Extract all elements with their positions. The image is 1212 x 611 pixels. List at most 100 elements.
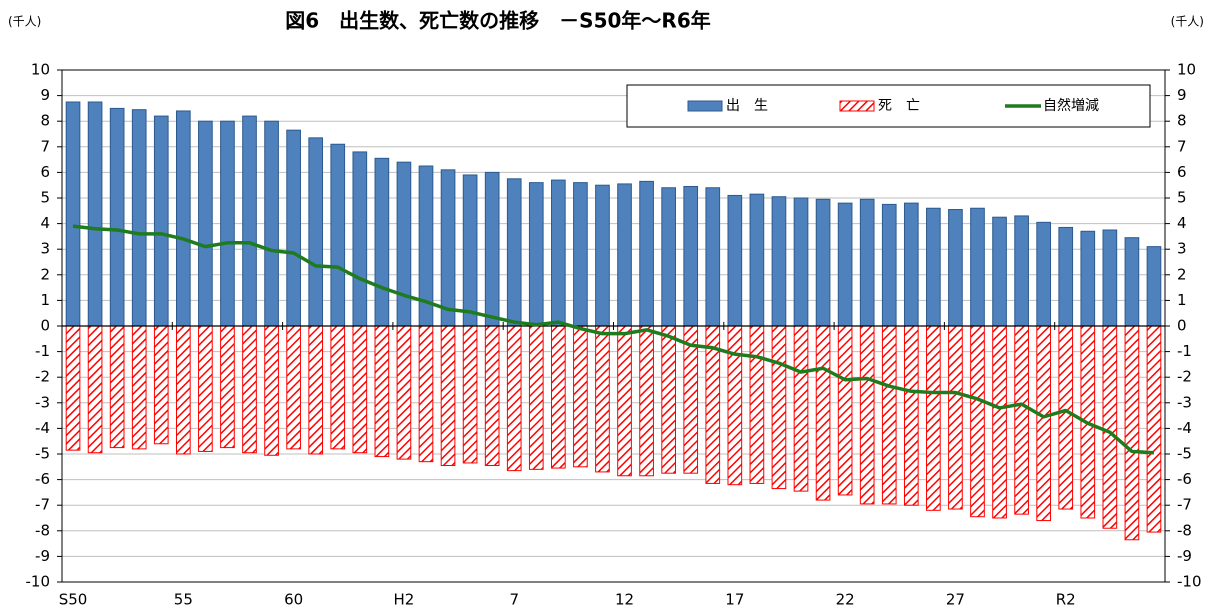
bar [992,216,1007,327]
bar [617,325,632,477]
bar [903,325,919,506]
y2-tick-label: -2 [1177,368,1192,386]
bar [131,325,147,450]
bar [859,325,875,505]
bar [639,180,654,327]
bar [462,174,478,327]
legend-label: 死 亡 [878,98,920,114]
y2-tick-label: 6 [1177,163,1187,181]
bar [87,325,103,454]
bar [1102,229,1118,327]
y2-tick-label: 3 [1177,240,1187,258]
bar [815,325,831,501]
bar [793,197,809,327]
bar [1146,325,1162,533]
bar [970,207,985,327]
x-tick-label: 7 [509,591,519,609]
bar [396,161,412,327]
bar [330,143,346,327]
bar [661,325,676,474]
x-tick-label: 12 [615,591,634,609]
bar [551,325,566,469]
bar [1058,226,1074,327]
y2-tick-label: 7 [1177,137,1187,155]
y-unit: (千人) [8,15,41,29]
bar [242,325,257,454]
bar [109,325,125,449]
y2-tick-label: 9 [1177,86,1187,104]
bar [749,193,765,327]
y2-tick-label: 5 [1177,189,1187,207]
bar [1036,325,1052,522]
bar [926,325,941,511]
bar [418,325,434,463]
y2-tick-label: -8 [1177,521,1192,539]
y-tick-label: -2 [35,368,50,386]
bar [65,101,81,327]
bar [881,203,897,327]
y2-tick-label: 8 [1177,112,1187,130]
bar [131,109,147,327]
y2-tick-label: -5 [1177,445,1192,463]
y2-tick-label: -1 [1177,342,1192,360]
bar [264,120,279,327]
bar [352,151,368,327]
y2-tick-label: 0 [1177,317,1187,335]
bar [286,325,301,450]
y2-tick-label: -7 [1177,496,1192,514]
x-tick-label: S50 [59,591,88,609]
y-tick-label: -9 [35,547,50,565]
line [72,224,1155,455]
bar [440,325,456,467]
bar [992,325,1007,519]
y-tick-label: 4 [40,214,50,232]
bar [837,202,853,327]
bar [175,110,191,327]
bar [198,325,213,452]
x-tick-label: R2 [1056,591,1076,609]
bar [749,325,765,484]
y-tick-label: 9 [40,86,50,104]
bar [440,169,456,327]
bar [506,325,522,472]
y2-tick-label: -10 [1177,573,1202,591]
bar [220,120,235,327]
y-tick-label: 0 [40,317,50,335]
bar [705,187,721,327]
bar [109,107,125,327]
bar [374,325,390,458]
y-tick-label: -3 [35,393,50,411]
bar [970,325,985,518]
bar [573,325,588,468]
bar [661,187,676,327]
y2-tick-label: 1 [1177,291,1187,309]
bar [639,325,654,477]
bar [727,325,743,486]
y-tick-label: -5 [35,445,50,463]
bar [462,325,478,464]
bar [308,137,324,327]
bar [727,194,743,327]
bar [396,325,412,460]
bar [286,129,301,327]
x-tick-label: 22 [836,591,855,609]
y2-tick-label: 4 [1177,214,1187,232]
bar [771,196,787,327]
bar [528,182,544,327]
bar [926,207,941,327]
bar [683,325,699,474]
y-tick-label: 5 [40,189,50,207]
bar [175,325,191,455]
bar [1014,215,1029,327]
bar [793,325,809,492]
y-tick-label: -10 [26,573,51,591]
bar [87,101,103,327]
bar [1058,325,1074,510]
bar [308,325,324,455]
y-tick-label: 8 [40,112,50,130]
y2-tick-label: -6 [1177,470,1192,488]
y-tick-label: -8 [35,521,50,539]
y2-tick-label: -4 [1177,419,1192,437]
y-tick-label: 6 [40,163,50,181]
